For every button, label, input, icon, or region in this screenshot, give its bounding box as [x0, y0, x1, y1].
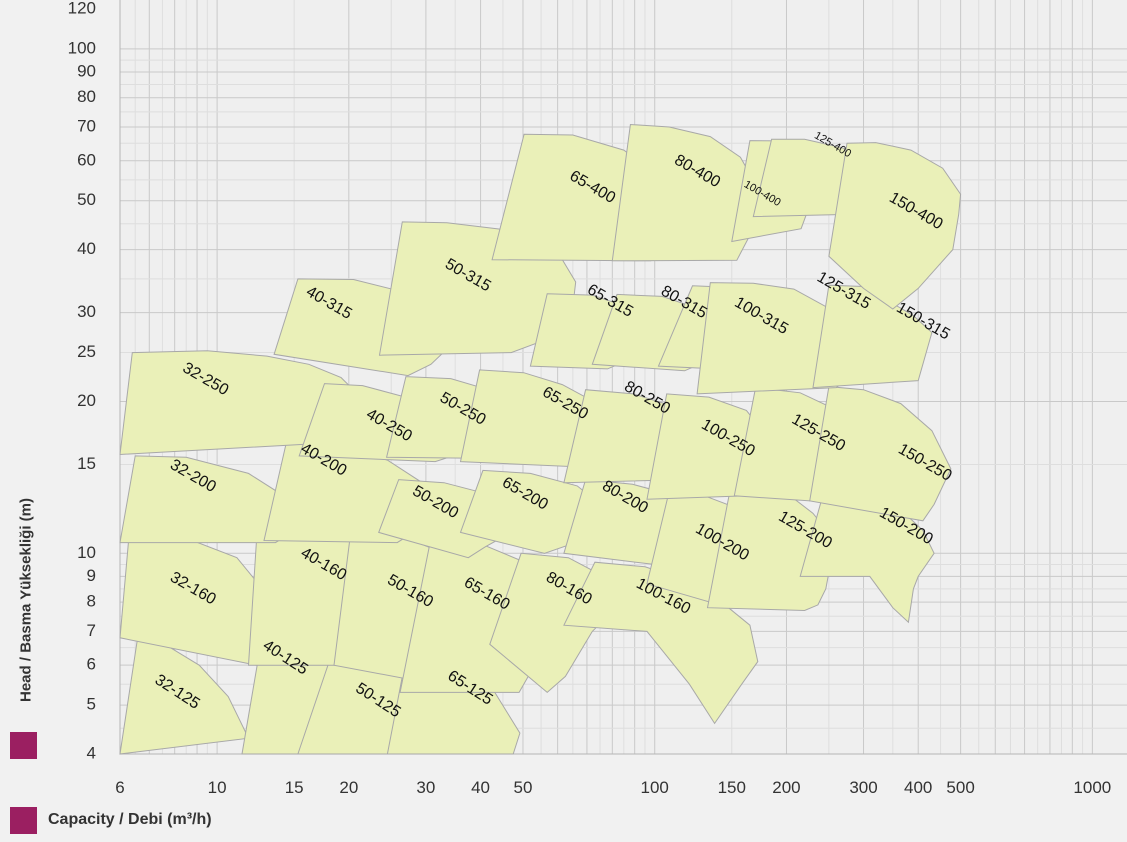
y-tick-label: 4 — [87, 743, 96, 762]
y-tick-label: 80 — [77, 87, 96, 106]
region-150-400 — [828, 142, 962, 310]
y-tick-label: 5 — [87, 695, 96, 714]
y-tick-label: 6 — [87, 655, 96, 674]
y-tick-label: 15 — [77, 454, 96, 473]
x-tick-label: 50 — [514, 778, 533, 797]
x-axis-marker — [10, 807, 37, 834]
y-tick-label: 60 — [77, 150, 96, 169]
x-tick-label: 400 — [904, 778, 932, 797]
y-tick-label: 8 — [87, 592, 96, 611]
y-tick-label: 90 — [77, 61, 96, 80]
y-tick-label: 40 — [77, 239, 96, 258]
y-tick-label: 30 — [77, 302, 96, 321]
pump-regions — [119, 123, 962, 755]
y-tick-label: 50 — [77, 190, 96, 209]
x-tick-label: 500 — [946, 778, 974, 797]
y-tick-label: 25 — [77, 342, 96, 361]
x-tick-label: 200 — [772, 778, 800, 797]
y-axis: 120 100 90 80 70 60 50 40 30 25 20 15 10 9 8 7 6 5 4 — [68, 0, 96, 762]
y-axis-title: Head / Basma Yüksekliği (m) — [17, 498, 35, 702]
x-tick-label: 30 — [416, 778, 435, 797]
y-tick-label: 120 — [68, 0, 96, 17]
x-tick-label: 10 — [208, 778, 227, 797]
y-tick-label: 20 — [77, 391, 96, 410]
x-tick-label: 20 — [339, 778, 358, 797]
y-tick-label: 70 — [77, 116, 96, 135]
region-150-315 — [812, 284, 933, 389]
region-150-250 — [809, 386, 952, 522]
y-tick-label: 10 — [77, 543, 96, 562]
x-tick-label: 1000 — [1073, 778, 1111, 797]
x-tick-label: 15 — [285, 778, 304, 797]
x-tick-label: 100 — [641, 778, 669, 797]
y-tick-label: 7 — [87, 621, 96, 640]
x-axis-title: Capacity / Debi (m³/h) — [48, 811, 212, 828]
y-tick-label: 100 — [68, 38, 96, 57]
x-tick-label: 40 — [471, 778, 490, 797]
x-axis: 6 10 15 20 30 40 50 100 150 200 300 400 500 1000 — [115, 778, 1111, 797]
y-tick-label: 9 — [87, 566, 96, 585]
x-tick-label: 300 — [849, 778, 877, 797]
x-tick-label: 6 — [115, 778, 124, 797]
y-axis-marker — [10, 732, 37, 759]
region-80-400 — [611, 123, 759, 262]
x-tick-label: 150 — [718, 778, 746, 797]
